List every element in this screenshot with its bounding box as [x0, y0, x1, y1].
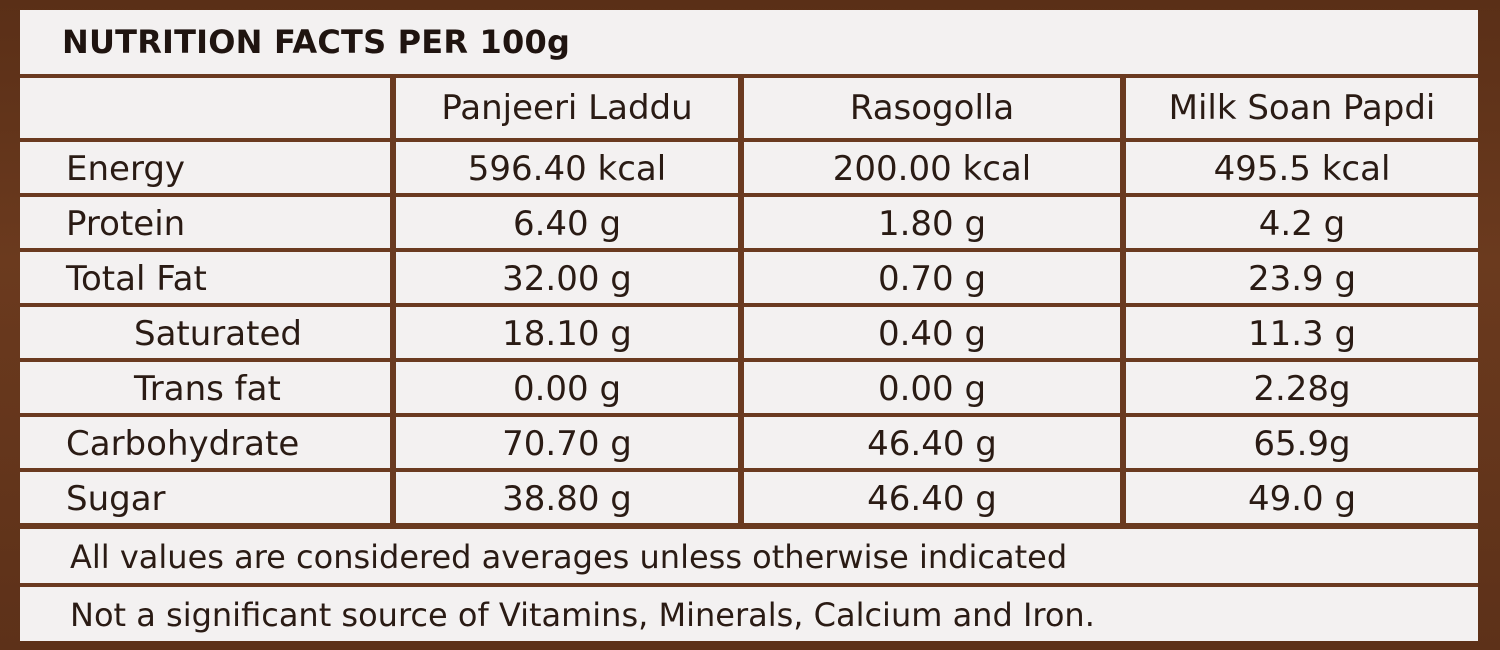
footnote: All values are considered averages unles… [20, 529, 1478, 583]
nutrient-value: 23.9 g [1126, 252, 1478, 303]
footnote: Not a significant source of Vitamins, Mi… [20, 587, 1478, 641]
nutrient-label: Carbohydrate [20, 417, 390, 468]
nutrient-value: 200.00 kcal [744, 142, 1120, 193]
nutrient-value: 6.40 g [396, 197, 738, 248]
nutrient-value: 495.5 kcal [1126, 142, 1478, 193]
nutrient-value: 0.70 g [744, 252, 1120, 303]
nutrient-value: 46.40 g [744, 417, 1120, 468]
nutrient-value: 38.80 g [396, 472, 738, 523]
nutrient-value: 0.00 g [744, 362, 1120, 413]
nutrient-value: 49.0 g [1126, 472, 1478, 523]
table-title: NUTRITION FACTS PER 100g [20, 10, 1478, 74]
nutrient-label: Trans fat [20, 362, 390, 413]
nutrient-label: Total Fat [20, 252, 390, 303]
nutrient-value: 0.40 g [744, 307, 1120, 358]
nutrient-value: 4.2 g [1126, 197, 1478, 248]
nutrient-value: 11.3 g [1126, 307, 1478, 358]
column-header: Panjeeri Laddu [396, 78, 738, 138]
nutrient-value: 70.70 g [396, 417, 738, 468]
nutrient-value: 46.40 g [744, 472, 1120, 523]
nutrient-value: 2.28g [1126, 362, 1478, 413]
nutrient-value: 65.9g [1126, 417, 1478, 468]
nutrient-value: 0.00 g [396, 362, 738, 413]
nutrient-label: Protein [20, 197, 390, 248]
nutrient-value: 32.00 g [396, 252, 738, 303]
column-header: Rasogolla [744, 78, 1120, 138]
column-header: Milk Soan Papdi [1126, 78, 1478, 138]
nutrient-value: 18.10 g [396, 307, 738, 358]
nutrient-label: Saturated [20, 307, 390, 358]
nutrition-facts-panel: NUTRITION FACTS PER 100g Panjeeri Laddu Ra… [20, 10, 1478, 641]
nutrient-label: Energy [20, 142, 390, 193]
nutrient-value: 596.40 kcal [396, 142, 738, 193]
nutrient-value: 1.80 g [744, 197, 1120, 248]
nutrient-label: Sugar [20, 472, 390, 523]
header-blank-cell [20, 78, 390, 138]
